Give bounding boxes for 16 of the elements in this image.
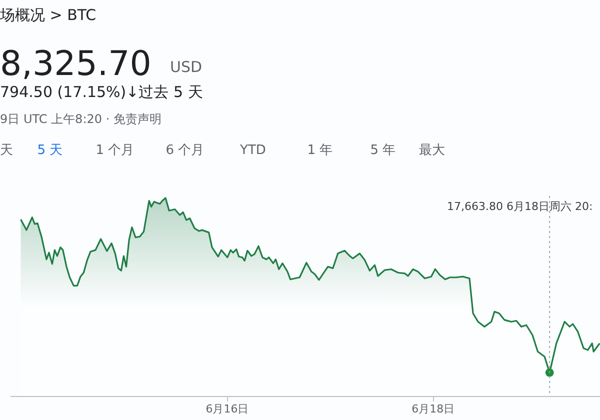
text: USD [170,58,202,76]
chart-subtitle: 8,325.70 [0,44,152,84]
chart-title: 场概况 > BTC [0,6,96,24]
text: 9日 UTC 上午8:20 · 免责声明 [0,112,162,126]
text: 794.50 (17.15%)↓过去 5 天 [0,83,203,101]
text: 最大 [419,143,445,158]
text: 5 天 [37,143,63,158]
text: 1 个月 [96,143,134,158]
text: YTD [239,143,266,158]
text: 天 [0,143,13,158]
x-tick-label: 6月18日 [412,402,455,416]
text: 5 年 [370,143,396,158]
text: 6 个月 [166,143,204,158]
annotation: 17,663.80 6月18日周六 20: [447,200,593,213]
x-tick-label: 6月16日 [206,402,249,416]
text: 1 年 [307,143,333,158]
